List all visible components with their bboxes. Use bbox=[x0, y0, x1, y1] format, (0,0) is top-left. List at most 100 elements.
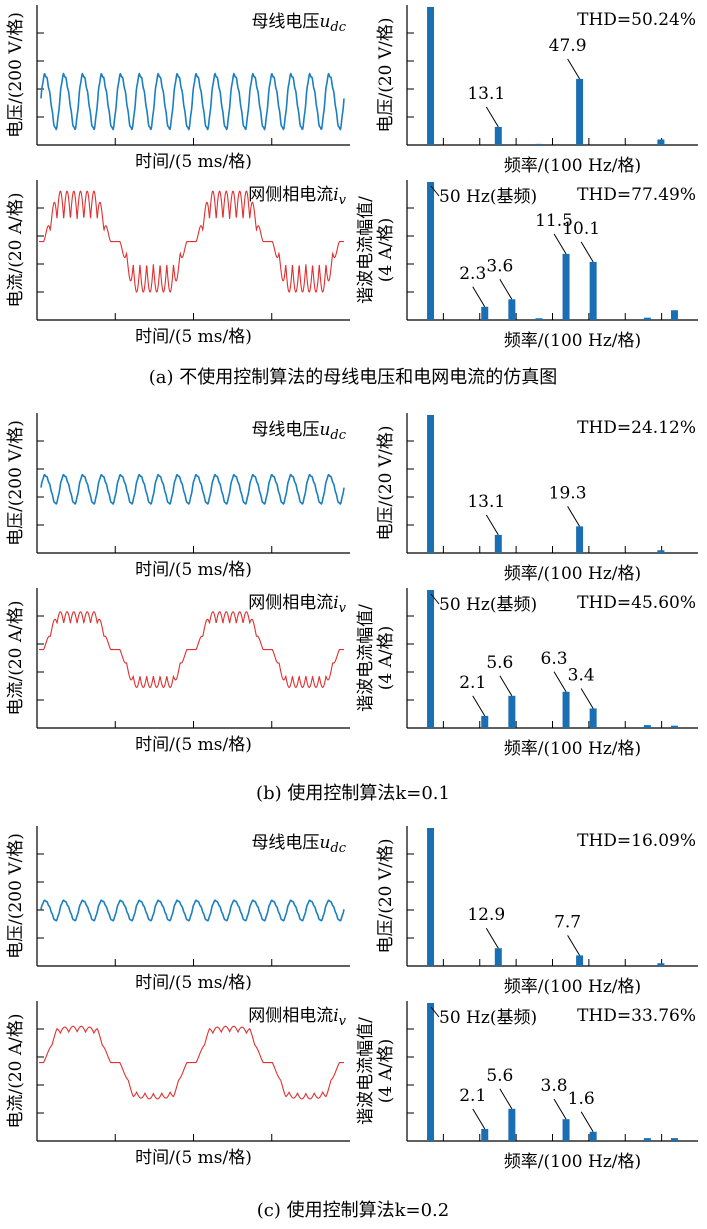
bar-label-leader bbox=[580, 241, 594, 263]
voltage-waveform-xlabel: 时间/(5 ms/格) bbox=[135, 152, 252, 172]
spectrum-bar bbox=[508, 299, 516, 320]
voltage-spectrum-xlabel: 频率/(100 Hz/格) bbox=[504, 156, 641, 176]
spectrum-bar bbox=[427, 590, 435, 728]
panel-b: 母线电压udc 电压/(200 V/格) 时间/(5 ms/格) 网侧相电流iv 电流/… bbox=[6, 413, 698, 804]
current-trace bbox=[39, 190, 344, 293]
current-waveform-ylabel: 电流/(20 A/格) bbox=[6, 192, 26, 307]
spectrum-bar bbox=[508, 1108, 516, 1141]
bar-label-leader bbox=[567, 58, 581, 80]
voltage-spectrum-ylabel: 电压/(20 V/格) bbox=[376, 838, 396, 953]
bar-value-label: 6.3 bbox=[541, 649, 568, 669]
current-spectrum-ylabel: 谐波电流幅值/ bbox=[356, 196, 376, 304]
panel-caption: (b) 使用控制算法k=0.1 bbox=[256, 783, 450, 804]
bar-value-label: 2.1 bbox=[459, 673, 486, 693]
voltage-waveform-xlabel: 时间/(5 ms/格) bbox=[135, 560, 252, 580]
voltage-spectrum-xlabel: 频率/(100 Hz/格) bbox=[504, 564, 641, 584]
bar-value-label: 11.5 bbox=[535, 211, 573, 231]
spectrum-bar bbox=[427, 7, 435, 145]
spectrum-bar bbox=[643, 1138, 651, 1141]
bar-value-label: 12.9 bbox=[467, 905, 505, 925]
spectrum-bar bbox=[562, 253, 570, 320]
bar-value-label: 5.6 bbox=[486, 653, 513, 673]
waveform-label: 母线电压udc bbox=[251, 420, 346, 443]
current-waveform-plot: 网侧相电流iv 电流/(20 A/格) 时间/(5 ms/格) bbox=[6, 1001, 350, 1168]
fundamental-leader bbox=[430, 185, 440, 197]
current-spectrum-ylabel-unit: (4 A/格) bbox=[376, 1039, 396, 1104]
bar-label-leader bbox=[499, 279, 513, 300]
spectrum-bar bbox=[657, 139, 665, 145]
current-waveform-xlabel: 时间/(5 ms/格) bbox=[135, 1148, 252, 1168]
spectrum-bar bbox=[576, 526, 584, 553]
bar-label-leader bbox=[567, 506, 581, 527]
spectrum-bar bbox=[427, 828, 435, 966]
waveform-label: 母线电压udc bbox=[251, 833, 346, 856]
spectrum-bar bbox=[481, 715, 489, 728]
current-waveform-ylabel: 电流/(20 A/格) bbox=[6, 600, 26, 715]
voltage-spectrum-plot: 13.1 47.9 THD=50.24% 电压/(20 V/格) 频率/(100 Hz/… bbox=[376, 5, 698, 176]
spectrum-bar bbox=[670, 725, 678, 728]
current-spectrum-plot: 2.15.6 6.33.4 THD=45.60% 50 Hz(基频) 谐波电流幅值/(4… bbox=[356, 588, 698, 759]
bar-value-label: 2.1 bbox=[459, 1086, 486, 1106]
thd-label: THD=50.24% bbox=[577, 10, 696, 30]
bar-label-leader bbox=[499, 675, 513, 697]
bar-value-label: 5.6 bbox=[486, 1066, 513, 1086]
spectrum-bar bbox=[589, 261, 597, 320]
spectrum-bar bbox=[535, 143, 543, 145]
panel-c: 母线电压udc 电压/(200 V/格) 时间/(5 ms/格) 网侧相电流iv 电流/… bbox=[6, 826, 698, 1221]
voltage-waveform-plot: 母线电压udc 电压/(200 V/格) 时间/(5 ms/格) bbox=[6, 413, 350, 580]
current-waveform-ylabel: 电流/(20 A/格) bbox=[6, 1013, 26, 1128]
bar-label-leader bbox=[485, 514, 499, 536]
bar-value-label: 3.8 bbox=[541, 1076, 568, 1096]
spectrum-bar bbox=[481, 306, 489, 320]
fundamental-label: 50 Hz(基频) bbox=[439, 187, 537, 207]
bar-value-label: 19.3 bbox=[549, 483, 587, 503]
bar-label-leader bbox=[472, 286, 486, 308]
thd-label: THD=24.12% bbox=[577, 418, 696, 438]
bar-label-leader bbox=[485, 106, 499, 128]
bar-label-leader bbox=[567, 935, 581, 956]
bar-value-label: 2.3 bbox=[459, 264, 486, 284]
voltage-spectrum-xlabel: 频率/(100 Hz/格) bbox=[504, 977, 641, 997]
thd-label: THD=16.09% bbox=[577, 831, 696, 851]
waveform-label: 网侧相电流iv bbox=[248, 1006, 346, 1029]
spectrum-bar bbox=[562, 691, 570, 728]
bar-label-leader bbox=[553, 233, 567, 255]
bar-label-leader bbox=[553, 671, 567, 693]
fundamental-leader bbox=[430, 593, 440, 605]
spectrum-bar bbox=[657, 963, 665, 966]
voltage-waveform-plot: 母线电压udc 电压/(200 V/格) 时间/(5 ms/格) bbox=[6, 826, 350, 993]
fundamental-label: 50 Hz(基频) bbox=[439, 1008, 537, 1028]
spectrum-bar bbox=[670, 1138, 678, 1141]
current-waveform-plot: 网侧相电流iv 电流/(20 A/格) 时间/(5 ms/格) bbox=[6, 588, 350, 755]
panel-caption: (c) 使用控制算法k=0.2 bbox=[257, 1200, 449, 1221]
bar-value-label: 1.6 bbox=[568, 1089, 595, 1109]
thd-label: THD=77.49% bbox=[577, 185, 696, 205]
thd-label: THD=45.60% bbox=[577, 593, 696, 613]
spectrum-bar bbox=[481, 1128, 489, 1141]
fundamental-leader bbox=[430, 1006, 440, 1018]
current-spectrum-plot: 2.3 3.6 11.510.1 THD=77.49% 50 Hz(基频) 谐波电流幅值/… bbox=[356, 180, 698, 351]
bar-label-leader bbox=[472, 695, 486, 717]
bar-label-leader bbox=[553, 1098, 567, 1120]
bar-label-leader bbox=[580, 1111, 594, 1133]
bar-value-label: 47.9 bbox=[549, 36, 587, 56]
panel-caption: (a) 不使用控制算法的母线电压和电网电流的仿真图 bbox=[149, 367, 558, 388]
current-spectrum-xlabel: 频率/(100 Hz/格) bbox=[504, 331, 641, 351]
bar-label-leader bbox=[472, 1108, 486, 1130]
voltage-spectrum-plot: 13.1 19.3 THD=24.12% 电压/(20 V/格) 频率/(100 Hz/… bbox=[376, 413, 698, 584]
current-trace bbox=[39, 1025, 344, 1100]
voltage-waveform-ylabel: 电压/(200 V/格) bbox=[6, 420, 26, 546]
bar-label-leader bbox=[499, 1088, 513, 1110]
voltage-waveform-ylabel: 电压/(200 V/格) bbox=[6, 12, 26, 138]
spectrum-bar bbox=[576, 955, 584, 966]
current-waveform-xlabel: 时间/(5 ms/格) bbox=[135, 735, 252, 755]
spectrum-bar bbox=[589, 708, 597, 728]
waveform-label: 网侧相电流iv bbox=[248, 185, 346, 208]
bar-value-label: 13.1 bbox=[467, 84, 505, 104]
voltage-waveform-xlabel: 时间/(5 ms/格) bbox=[135, 973, 252, 993]
spectrum-bar bbox=[576, 78, 584, 145]
spectrum-bar bbox=[643, 725, 651, 728]
current-spectrum-ylabel-unit: (4 A/格) bbox=[376, 218, 396, 283]
current-spectrum-ylabel: 谐波电流幅值/ bbox=[356, 604, 376, 712]
